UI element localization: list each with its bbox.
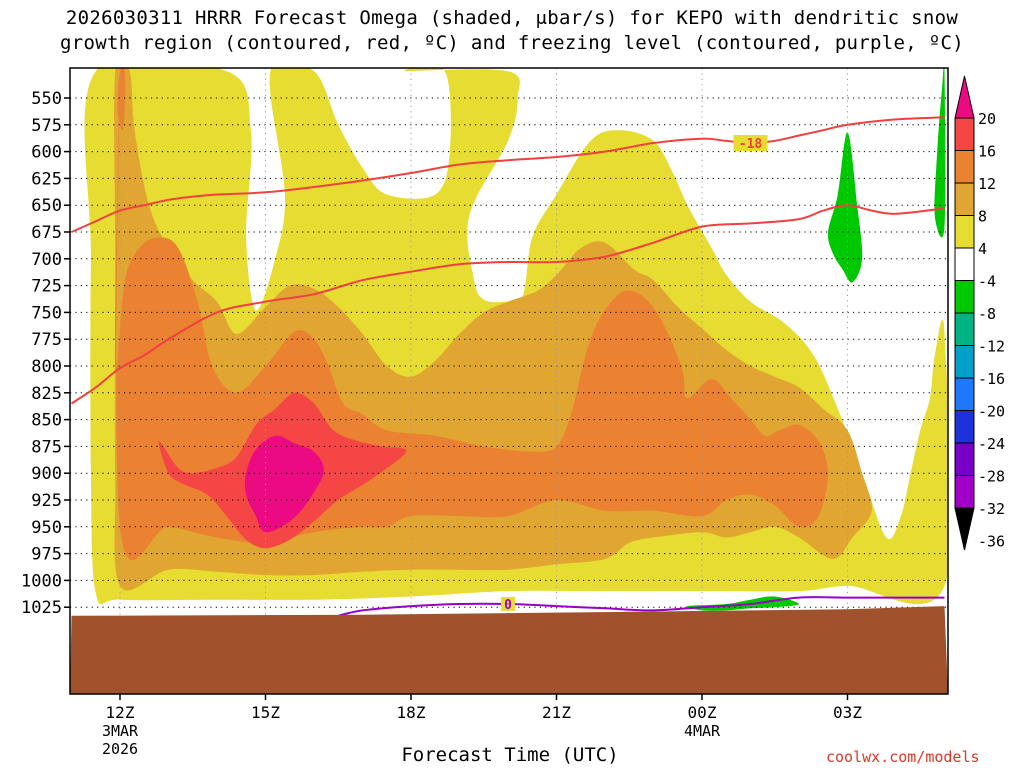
contour-labels: -18 0 xyxy=(501,135,768,613)
pressure-axis: 550 575 600 625 650 675 700 725 750 775 800 825 850 8… xyxy=(21,89,70,618)
y-tick-label-750: 750 xyxy=(31,303,62,323)
colorbar-label-20: 20 xyxy=(978,110,996,128)
y-tick-label-900: 900 xyxy=(31,464,62,484)
dgz-label-bg xyxy=(733,135,768,152)
y-tick-label-800: 800 xyxy=(31,357,62,377)
colorbar-label--24: -24 xyxy=(978,435,1005,453)
x-date-label-00Z: 4MAR xyxy=(684,722,721,740)
x-tick-label-12Z: 12Z xyxy=(106,703,135,722)
x-tick-label-03Z: 03Z xyxy=(833,703,862,722)
terrain-fill xyxy=(70,606,948,694)
colorbar-swatch-1 xyxy=(954,117,975,151)
y-tick-label-875: 875 xyxy=(31,437,62,457)
freezing-label-bg xyxy=(501,596,515,611)
plot-frame xyxy=(69,67,949,695)
y-tick-label-825: 825 xyxy=(31,384,62,404)
title-line-1: 2026030311 HRRR Forecast Omega (shaded, … xyxy=(65,7,959,29)
y-tick-label-975: 975 xyxy=(31,545,62,565)
isotherm-freezing_0C xyxy=(338,596,945,617)
colorbar-label-4: 4 xyxy=(978,240,987,258)
x-tick-label-00Z: 00Z xyxy=(688,703,717,722)
credit-link[interactable]: coolwx.com/models xyxy=(826,748,980,766)
colorbar-swatch-8 xyxy=(954,345,975,379)
x-date-label-12Z: 3MAR xyxy=(102,722,139,740)
freezing-contour-label: 0 xyxy=(504,598,512,613)
colorbar-swatch-3 xyxy=(954,182,975,216)
colorbar-label--12: -12 xyxy=(978,338,1005,356)
y-tick-label-1025: 1025 xyxy=(21,598,62,618)
y-tick-label-650: 650 xyxy=(31,196,62,216)
omega-region-green-7 xyxy=(934,68,946,238)
colorbar-swatch-2 xyxy=(954,150,975,184)
y-tick-label-575: 575 xyxy=(31,116,62,136)
y-tick-label-850: 850 xyxy=(31,411,62,431)
colorbar-swatch-11 xyxy=(954,442,975,476)
colorbar-swatch-4 xyxy=(954,215,975,249)
y-tick-label-725: 725 xyxy=(31,277,62,297)
y-tick-label-925: 925 xyxy=(31,491,62,511)
omega-shading xyxy=(84,68,948,611)
omega-region-magenta-5 xyxy=(244,435,324,533)
y-tick-label-675: 675 xyxy=(31,223,62,243)
colorbar-label--28: -28 xyxy=(978,468,1005,486)
y-tick-label-700: 700 xyxy=(31,250,62,270)
y-tick-label-775: 775 xyxy=(31,330,62,350)
y-tick-label-600: 600 xyxy=(31,143,62,163)
isotherm-dgz_-12C_lower xyxy=(70,204,945,405)
colorbar-top-arrow xyxy=(954,75,975,119)
colorbar-bottom-arrow xyxy=(954,507,975,551)
colorbar-label--8: -8 xyxy=(978,305,996,323)
x-tick-label-21Z: 21Z xyxy=(542,703,571,722)
colorbar-label--36: -36 xyxy=(978,533,1005,551)
colorbar-swatch-12 xyxy=(954,475,975,509)
isotherm-contours xyxy=(70,116,945,617)
colorbar-swatch-6 xyxy=(954,280,975,314)
x-axis-title: Forecast Time (UTC) xyxy=(401,744,619,766)
colorbar-label--32: -32 xyxy=(978,500,1005,518)
y-tick-label-1000: 1000 xyxy=(21,571,62,591)
colorbar-label-16: 16 xyxy=(978,143,996,161)
colorbar-swatch-7 xyxy=(954,312,975,346)
colorbar-label-12: 12 xyxy=(978,175,996,193)
colorbar-label--20: -20 xyxy=(978,403,1005,421)
y-tick-label-550: 550 xyxy=(31,89,62,109)
colorbar-label--4: -4 xyxy=(978,273,996,291)
isotherm-dgz_-18C_upper xyxy=(71,116,945,233)
omega-colorbar: 20 16 12 8 4 -4 -8 -12 -16 -20 -24 -28 -32 -36 xyxy=(954,75,1005,551)
colorbar-swatch-10 xyxy=(954,410,975,444)
colorbar-label--16: -16 xyxy=(978,370,1005,388)
y-tick-label-625: 625 xyxy=(31,169,62,189)
x-tick-label-15Z: 15Z xyxy=(251,703,280,722)
omega-region-orange-3 xyxy=(117,68,126,131)
dgz-contour-label: -18 xyxy=(739,137,763,152)
colorbar-swatch-5 xyxy=(954,247,975,281)
title-line-2: growth region (contoured, red, ºC) and f… xyxy=(60,32,964,54)
y-tick-label-950: 950 xyxy=(31,518,62,538)
chart-title: 2026030311 HRRR Forecast Omega (shaded, … xyxy=(0,6,1024,56)
omega-region-green-6 xyxy=(827,132,863,283)
x-year-label-12Z: 2026 xyxy=(102,740,138,758)
x-tick-label-18Z: 18Z xyxy=(397,703,426,722)
colorbar-swatch-9 xyxy=(954,377,975,411)
terrain-ground xyxy=(70,606,948,694)
colorbar-label-8: 8 xyxy=(978,208,987,226)
